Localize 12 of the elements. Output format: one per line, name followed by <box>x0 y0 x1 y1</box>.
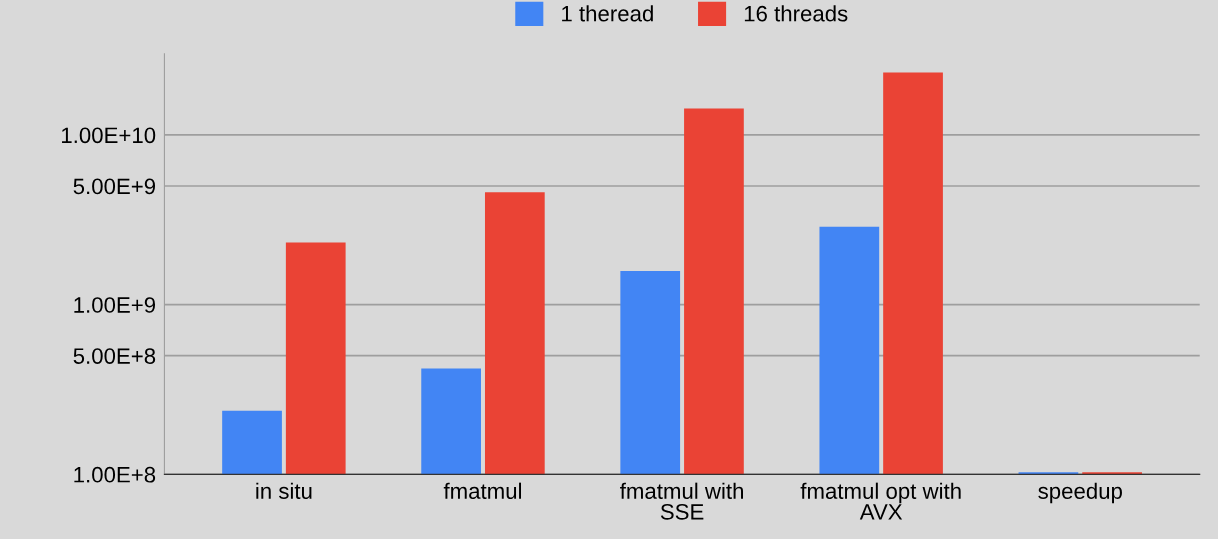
y-tick-label: 1.00E+10 <box>62 127 156 144</box>
y-tick-label: 5.00E+8 <box>73 348 156 364</box>
x-tick-label: fmatmul opt with AVX <box>800 482 961 520</box>
x-tick-label: fmatmul with SSE <box>620 482 743 520</box>
y-tick-label: 1.00E+8 <box>74 466 156 483</box>
x-tick-label: fmatmul <box>443 482 522 499</box>
x-tick-label: in situ <box>256 482 312 499</box>
y-tick-label: 5.00E+9 <box>73 178 156 195</box>
legend-label: 16 threads <box>744 5 848 22</box>
legend-label: 1 theread <box>562 5 653 22</box>
y-tick-label: 1.00E+9 <box>74 297 156 313</box>
x-tick-label: speedup <box>1038 482 1122 504</box>
